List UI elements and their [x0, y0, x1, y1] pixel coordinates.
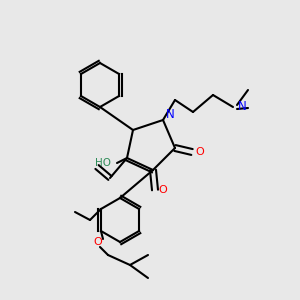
- Text: N: N: [166, 109, 175, 122]
- Text: N: N: [238, 100, 247, 113]
- Text: O: O: [94, 237, 102, 247]
- Text: HO: HO: [95, 158, 111, 168]
- Text: O: O: [196, 147, 204, 157]
- Text: O: O: [159, 185, 167, 195]
